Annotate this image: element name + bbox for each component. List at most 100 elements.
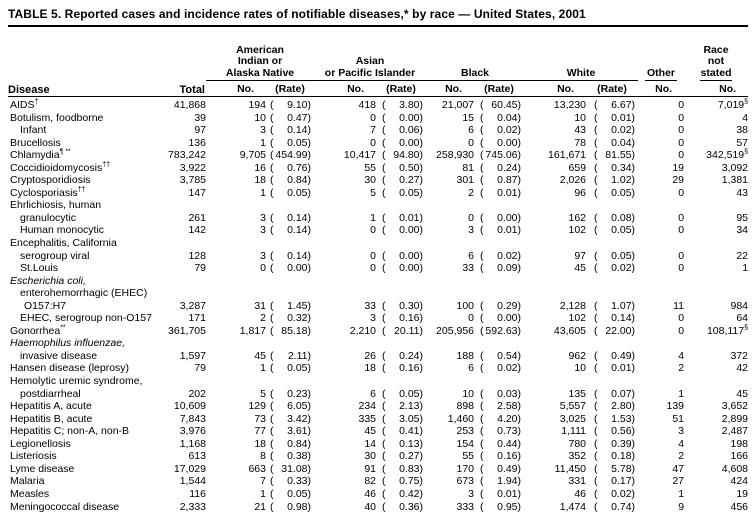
- rate-value: 0.14: [287, 124, 308, 137]
- rate-cell: [376, 375, 426, 388]
- count-value: 673: [456, 475, 475, 488]
- group-label: White: [524, 67, 639, 81]
- count-value: 43: [736, 186, 749, 199]
- count-cell: 10: [524, 362, 586, 375]
- count-value: 258,930: [436, 149, 475, 162]
- table-row: EHEC, serogroup non-O157 171 2 (0.32) 3 (0.16…: [8, 312, 748, 325]
- count-cell: [206, 237, 266, 250]
- disease-name: Hansen disease (leprosy): [10, 362, 130, 375]
- table-row: Hepatitis A, acute 10,609 129 (6.05) 234 (2.1…: [8, 400, 748, 413]
- count-value: 194: [248, 99, 266, 111]
- count-cell: [684, 375, 748, 388]
- count-cell: 2,210: [314, 325, 376, 338]
- disease-name: Cyclosporiasis: [10, 186, 78, 199]
- table-row: Cyclosporiasis†† 147 1 (0.05) 5 (0.05) 2 (0.01)…: [8, 186, 749, 200]
- rate-value: 0.16: [399, 362, 420, 375]
- count-cell: 7,843: [154, 413, 206, 426]
- count-cell: 3,922: [154, 162, 206, 175]
- count-cell: 82: [314, 475, 376, 488]
- count-cell: [154, 337, 206, 350]
- disease-name: serogroup viral: [20, 249, 90, 262]
- count-cell: [524, 337, 586, 350]
- count-value: 22: [736, 249, 749, 262]
- count-cell: 10: [426, 388, 474, 401]
- disease-name: AIDS: [10, 99, 35, 111]
- rate-value: 3.42: [287, 412, 308, 425]
- count-cell: 142: [154, 224, 206, 237]
- count-cell: 91: [314, 463, 376, 476]
- count-value: 333: [456, 500, 475, 513]
- rate-cell: (0.05): [270, 487, 312, 500]
- count-value: 0: [468, 136, 475, 149]
- rate-cell: (0.27): [382, 450, 424, 463]
- count-value: 40: [364, 500, 377, 513]
- disease-name: Haemophilus influenzae,: [10, 337, 125, 350]
- count-value: 14: [364, 437, 377, 450]
- disease-name: Malaria: [10, 475, 45, 488]
- rate-value: 745.06: [485, 149, 518, 162]
- table-row: Escherichia coli,: [8, 275, 748, 288]
- col-group-american-indian-alaska-native: American Indian or Alaska Native: [206, 29, 315, 81]
- count-value: 301: [456, 174, 475, 187]
- rate-cell: (6.67): [594, 99, 636, 111]
- count-value: 3,025: [559, 412, 587, 425]
- count-value: 372: [730, 349, 749, 362]
- rate-value: 0.02: [497, 362, 518, 375]
- count-cell: 102: [524, 224, 586, 237]
- count-value: 0: [678, 312, 685, 325]
- count-cell: 234: [314, 400, 376, 413]
- count-cell: 18: [206, 438, 266, 451]
- count-value: 19: [672, 161, 685, 174]
- count-value: 331: [568, 475, 587, 488]
- count-value: 10: [574, 111, 587, 124]
- rate-value: 0.05: [287, 487, 308, 500]
- rate-value: 592.63: [485, 324, 518, 337]
- table-row: Infant 97 3 (0.14) 7 (0.06) 6 (0.02) 43 (0.02) 0 38: [8, 124, 748, 137]
- rate-value: 0.39: [611, 437, 632, 450]
- rate-cell: (0.44): [480, 437, 522, 450]
- rate-cell: (0.36): [382, 500, 424, 513]
- count-cell: 2: [206, 312, 266, 325]
- rate-value: 0.08: [611, 211, 632, 224]
- count-cell: 301: [426, 174, 474, 187]
- rate-cell: [266, 199, 314, 212]
- count-value: 4: [678, 349, 685, 362]
- rate-value: 0.54: [497, 349, 518, 362]
- rate-cell: (2.58): [480, 400, 522, 413]
- count-value: 4: [742, 111, 749, 124]
- rate-value: 0.50: [399, 161, 420, 174]
- count-cell: 194: [206, 97, 266, 112]
- count-value: 9,705: [239, 149, 266, 162]
- count-cell: 0: [638, 325, 684, 338]
- rate-value: 60.45: [491, 99, 518, 111]
- rate-cell: (0.02): [594, 262, 636, 275]
- count-value: 202: [188, 387, 206, 400]
- rate-value: 0.24: [497, 161, 518, 174]
- rate-cell: (1.45): [270, 299, 312, 312]
- count-cell: 171: [154, 312, 206, 325]
- count-value: 10,417: [343, 149, 377, 162]
- count-value: 26: [364, 349, 377, 362]
- rate-cell: (81.55): [594, 149, 636, 162]
- count-cell: 6: [426, 362, 474, 375]
- disease-name: enterohemorrhagic (EHEC): [20, 287, 148, 300]
- count-value: 41,868: [173, 99, 206, 111]
- count-cell: 11,450: [524, 463, 586, 476]
- rate-value: 0.73: [497, 425, 518, 438]
- count-cell: 6: [426, 250, 474, 263]
- count-value: 33: [462, 262, 475, 275]
- rate-cell: (0.05): [382, 186, 424, 199]
- count-value: 57: [736, 136, 749, 149]
- rate-cell: (0.05): [382, 387, 424, 400]
- rate-value: 0.04: [497, 111, 518, 124]
- count-value: 234: [358, 400, 377, 413]
- count-cell: 0: [638, 187, 684, 200]
- count-value: 3,092: [721, 161, 749, 174]
- count-cell: 335: [314, 413, 376, 426]
- disease-name: Coccidioidomycosis: [10, 161, 103, 174]
- table-row: Hansen disease (leprosy) 79 1 (0.05) 18 (0.16…: [8, 362, 748, 375]
- rate-cell: (0.73): [480, 425, 522, 438]
- rate-value: 0.00: [287, 262, 308, 275]
- count-cell: 30: [314, 450, 376, 463]
- disease-name: Chlamydia: [10, 149, 60, 162]
